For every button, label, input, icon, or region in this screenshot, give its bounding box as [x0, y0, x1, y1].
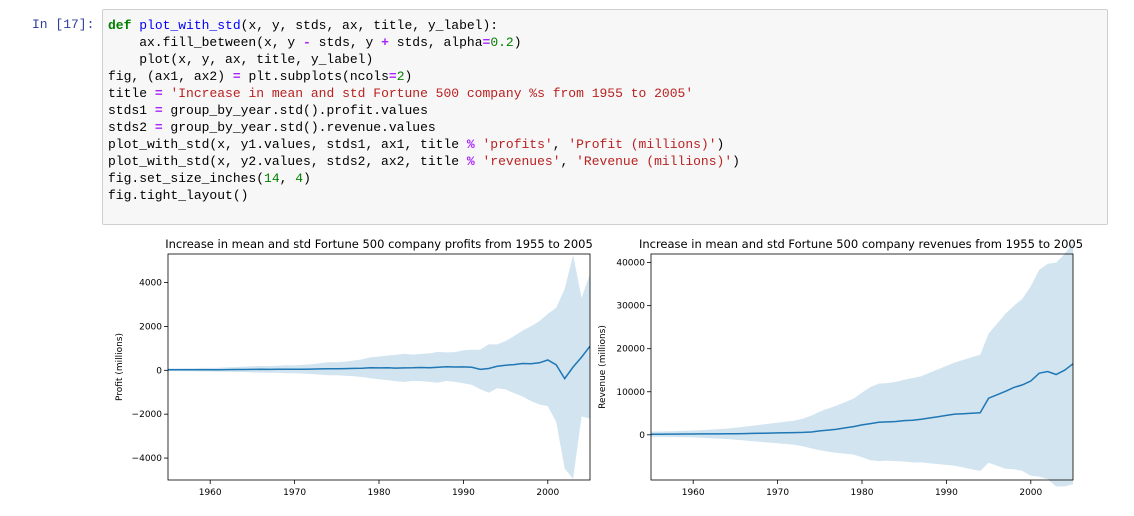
y-tick-label: 10000 — [616, 388, 645, 398]
code-line: fig, (ax1, ax2) = plt.subplots(ncols=2) — [108, 69, 412, 84]
y-tick-label: 4000 — [139, 279, 162, 289]
code-token: = — [232, 69, 241, 84]
code-token: % — [466, 154, 475, 169]
code-token: fig.set_size_inches( — [108, 171, 265, 186]
code-token: plot_with_std(x, y1.values, stds1, ax1, … — [108, 137, 467, 152]
code-token: stds2 — [108, 120, 155, 135]
y-tick-label: 0 — [156, 366, 162, 376]
code-token: = — [388, 69, 397, 84]
y-tick-label: 40000 — [616, 259, 645, 269]
std-band — [168, 255, 590, 479]
y-tick-label: 2000 — [139, 322, 162, 332]
code-editor[interactable]: def plot_with_std(x, y, stds, ax, title,… — [108, 17, 740, 204]
code-token: group_by_year.std().revenue.values — [162, 120, 436, 135]
code-cell-input[interactable]: def plot_with_std(x, y, stds, ax, title,… — [102, 9, 1108, 225]
code-token: fig, (ax1, ax2) — [108, 69, 233, 84]
code-line: ax.fill_between(x, y - stds, y + stds, a… — [108, 35, 522, 50]
code-token: ) — [303, 171, 311, 186]
code-token: 'revenues' — [482, 154, 561, 169]
code-token: 0.2 — [490, 35, 514, 50]
code-line: def plot_with_std(x, y, stds, ax, title,… — [108, 18, 498, 33]
code-token: stds1 — [108, 103, 155, 118]
code-token: = — [154, 120, 163, 135]
code-token: plot_with_std(x, y2.values, stds2, ax2, … — [108, 154, 467, 169]
code-token: (x, y, stds, ax, title, y_label): — [240, 18, 499, 33]
code-token: 4 — [295, 171, 304, 186]
revenue-chart: Increase in mean and std Fortune 500 com… — [598, 237, 1083, 498]
code-token: def — [108, 18, 140, 33]
code-token: ) — [404, 69, 413, 84]
code-line: fig.tight_layout() — [108, 188, 248, 203]
y-tick-label: 0 — [639, 431, 645, 441]
code-token: ) — [513, 35, 522, 50]
code-line: fig.set_size_inches(14, 4) — [108, 171, 311, 186]
y-tick-label: 20000 — [616, 345, 645, 355]
code-token: 'Increase in mean and std Fortune 500 co… — [170, 86, 694, 101]
code-token: ) — [716, 137, 725, 152]
x-tick-label: 1970 — [766, 488, 789, 498]
chart-title: Increase in mean and std Fortune 500 com… — [165, 237, 593, 251]
code-token: plot_with_std — [139, 18, 241, 33]
x-tick-label: 2000 — [536, 488, 559, 498]
y-axis-label: Revenue (millions) — [598, 325, 608, 409]
y-tick-label: 30000 — [616, 302, 645, 312]
y-tick-label: −2000 — [132, 410, 163, 420]
mean-line — [168, 345, 591, 380]
code-token: 2 — [396, 69, 405, 84]
code-token: = — [154, 86, 163, 101]
code-line: stds1 = group_by_year.std().profit.value… — [108, 103, 428, 118]
x-tick-label: 1970 — [283, 488, 306, 498]
y-axis-label: Profit (millions) — [115, 333, 125, 401]
code-token: 'profits' — [482, 137, 553, 152]
code-token: 'Revenue (millions)' — [576, 154, 733, 169]
x-tick-label: 1980 — [851, 488, 874, 498]
code-token: plt.subplots(ncols — [240, 69, 389, 84]
x-tick-label: 2000 — [1019, 488, 1042, 498]
code-token: = — [482, 35, 491, 50]
code-token: - — [303, 35, 311, 50]
code-token: ax.fill_between(x, y — [108, 35, 304, 50]
code-token: stds, alpha — [388, 35, 483, 50]
code-token: group_by_year.std().profit.values — [162, 103, 428, 118]
code-token: , — [552, 137, 569, 152]
code-token: 14 — [264, 171, 280, 186]
code-token: fig.tight_layout() — [108, 188, 249, 203]
code-token: title — [108, 86, 155, 101]
std-band — [651, 243, 1073, 487]
code-line: plot_with_std(x, y2.values, stds2, ax2, … — [108, 154, 740, 169]
y-tick-label: −4000 — [132, 454, 163, 464]
x-tick-label: 1960 — [199, 488, 222, 498]
cell-output: Increase in mean and std Fortune 500 com… — [102, 232, 1102, 516]
code-token: % — [466, 137, 475, 152]
code-line: stds2 = group_by_year.std().revenue.valu… — [108, 120, 436, 135]
mean-line — [651, 363, 1074, 435]
cell-prompt: In [17]: — [32, 17, 95, 32]
x-tick-label: 1990 — [452, 488, 475, 498]
code-token: ) — [732, 154, 740, 169]
code-token: , — [560, 154, 577, 169]
x-tick-label: 1960 — [682, 488, 705, 498]
code-token: 'Profit (millions)' — [568, 137, 717, 152]
code-token: , — [279, 171, 296, 186]
code-line: title = 'Increase in mean and std Fortun… — [108, 86, 693, 101]
code-line: plot_with_std(x, y1.values, stds1, ax1, … — [108, 137, 724, 152]
x-tick-label: 1980 — [368, 488, 391, 498]
x-tick-label: 1990 — [935, 488, 958, 498]
code-token: plot(x, y, ax, title, y_label) — [108, 52, 374, 67]
code-token: + — [381, 35, 389, 50]
code-line: plot(x, y, ax, title, y_label) — [108, 52, 373, 67]
code-token: stds, y — [310, 35, 382, 50]
output-figure: Increase in mean and std Fortune 500 com… — [115, 237, 1083, 498]
profit-chart: Increase in mean and std Fortune 500 com… — [115, 237, 593, 498]
code-token: = — [154, 103, 163, 118]
chart-title: Increase in mean and std Fortune 500 com… — [639, 237, 1083, 251]
